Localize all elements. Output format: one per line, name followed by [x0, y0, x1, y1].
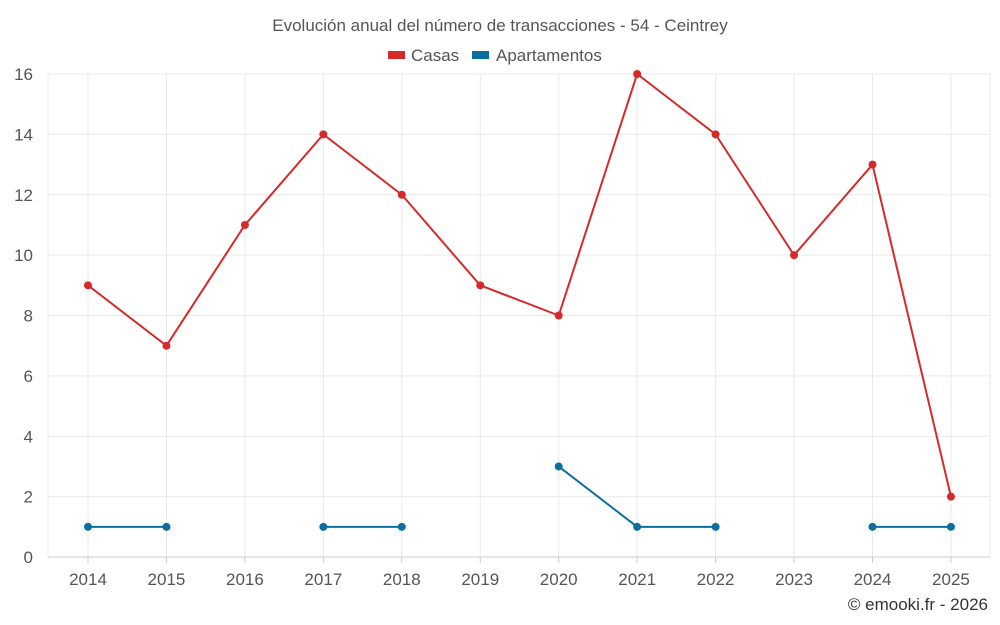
data-point-casas[interactable] — [162, 341, 171, 350]
y-tick-label: 6 — [24, 367, 33, 386]
data-point-apartamentos[interactable] — [868, 522, 877, 531]
data-point-casas[interactable] — [554, 311, 563, 320]
data-point-casas[interactable] — [397, 190, 406, 199]
legend-label-casas[interactable]: Casas — [411, 46, 459, 65]
y-tick-label: 10 — [14, 246, 33, 265]
x-tick-label: 2014 — [69, 570, 107, 589]
data-point-apartamentos[interactable] — [162, 522, 171, 531]
data-point-casas[interactable] — [868, 160, 877, 169]
series-casas — [84, 70, 955, 501]
axes: 0 2 4 6 8 10 12 14 16 2014 2015 2016 2017 2018 2019 202… — [14, 65, 990, 589]
y-tick-label: 8 — [24, 307, 33, 326]
y-tick-label: 2 — [24, 488, 33, 507]
x-tick-label: 2020 — [540, 570, 578, 589]
x-tick-label: 2019 — [461, 570, 499, 589]
x-tick-label: 2015 — [148, 570, 186, 589]
data-point-casas[interactable] — [790, 251, 799, 260]
x-tick-label: 2021 — [618, 570, 656, 589]
x-tick-label: 2025 — [932, 570, 970, 589]
data-point-apartamentos[interactable] — [397, 522, 406, 531]
x-tick-label: 2016 — [226, 570, 264, 589]
data-point-apartamentos[interactable] — [711, 522, 720, 531]
y-tick-label: 0 — [24, 548, 33, 567]
y-tick-label: 4 — [24, 427, 33, 446]
data-point-casas[interactable] — [319, 130, 328, 139]
y-tick-label: 14 — [14, 125, 33, 144]
data-point-casas[interactable] — [633, 70, 642, 78]
y-tick-label: 16 — [14, 65, 33, 84]
data-point-casas[interactable] — [240, 220, 249, 229]
data-point-casas[interactable] — [711, 130, 720, 139]
x-tick-label: 2017 — [304, 570, 342, 589]
x-tick-label: 2023 — [775, 570, 813, 589]
y-tick-label: 12 — [14, 186, 33, 205]
data-point-casas[interactable] — [84, 281, 92, 290]
data-point-casas[interactable] — [476, 281, 485, 290]
chart-title: Evolución anual del número de transaccio… — [272, 16, 728, 35]
series — [84, 70, 955, 531]
x-tick-label: 2022 — [697, 570, 735, 589]
x-tick-label: 2024 — [854, 570, 892, 589]
credit-text: © emooki.fr - 2026 — [848, 595, 988, 614]
data-point-apartamentos[interactable] — [946, 522, 955, 531]
series-apartamentos — [84, 462, 955, 531]
grid — [47, 73, 991, 557]
data-point-apartamentos[interactable] — [554, 462, 563, 471]
series-line-casas — [87, 73, 952, 497]
data-point-apartamentos[interactable] — [84, 522, 92, 531]
data-point-casas[interactable] — [946, 492, 955, 501]
legend-swatch-casas[interactable] — [388, 51, 405, 59]
x-tick-label: 2018 — [383, 570, 421, 589]
legend[interactable]: Casas Apartamentos — [388, 46, 602, 65]
data-point-apartamentos[interactable] — [633, 522, 642, 531]
legend-label-apartamentos[interactable]: Apartamentos — [496, 46, 602, 65]
data-point-apartamentos[interactable] — [319, 522, 328, 531]
legend-swatch-apartamentos[interactable] — [472, 51, 489, 59]
